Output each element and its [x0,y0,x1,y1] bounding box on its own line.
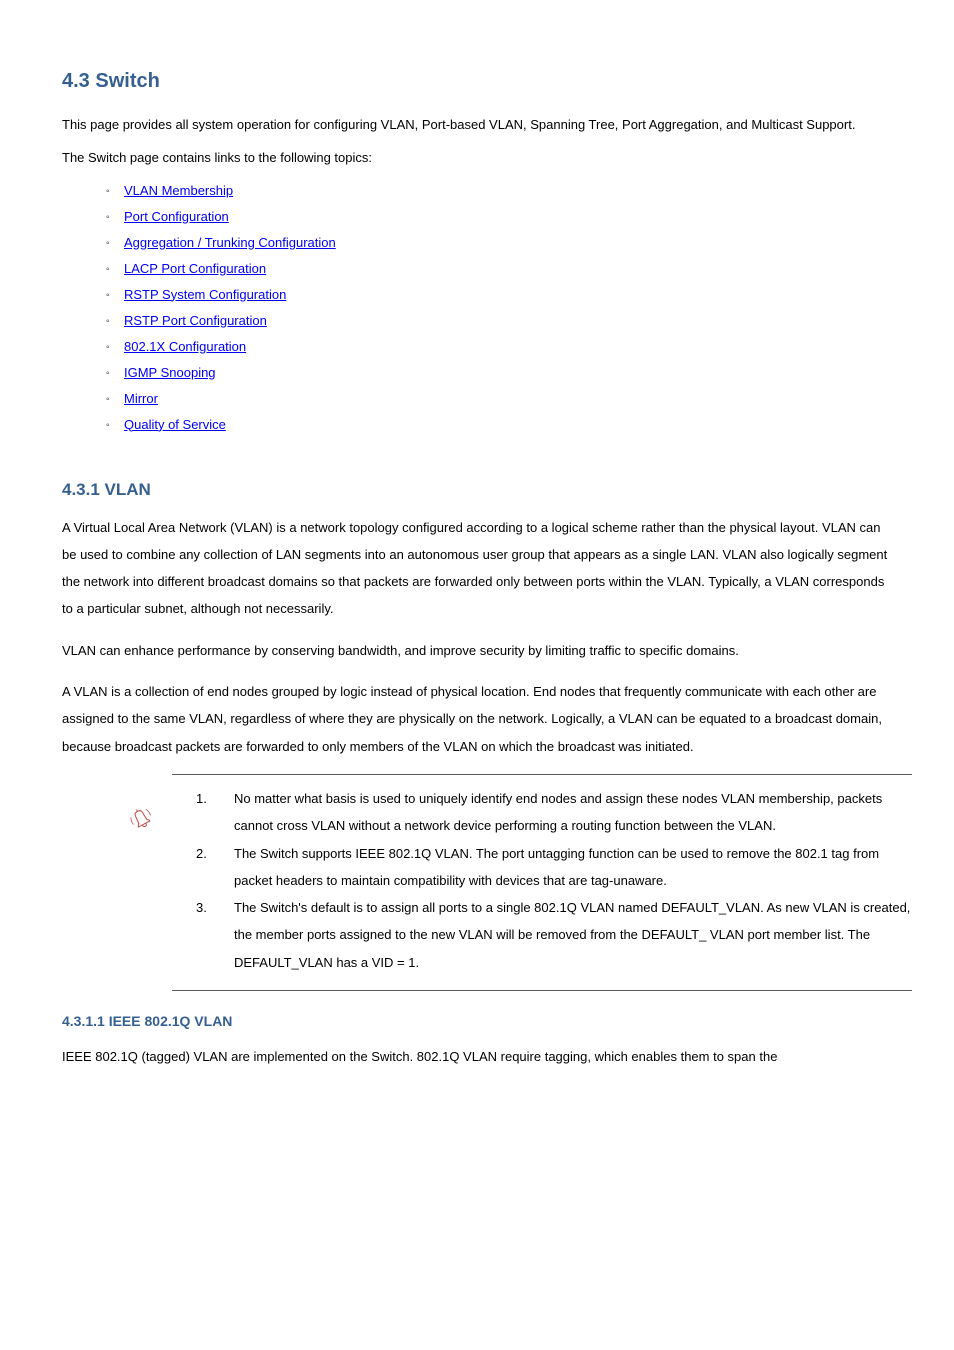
topic-link-item[interactable]: IGMP Snooping [106,360,892,386]
topic-link-list: VLAN Membership Port Configuration Aggre… [62,178,892,438]
topic-link-item[interactable]: Quality of Service [106,412,892,438]
topic-link-item[interactable]: VLAN Membership [106,178,892,204]
topic-link[interactable]: Quality of Service [124,417,226,432]
topic-link-item[interactable]: 802.1X Configuration [106,334,892,360]
topic-link-item[interactable]: LACP Port Configuration [106,256,892,282]
topic-link-item[interactable]: Port Configuration [106,204,892,230]
intro-paragraph-2: The Switch page contains links to the fo… [62,144,892,171]
topic-link-item[interactable]: RSTP System Configuration [106,282,892,308]
topic-link[interactable]: 802.1X Configuration [124,339,246,354]
section-title: 4.3 Switch [62,70,892,93]
topic-link[interactable]: RSTP Port Configuration [124,313,267,328]
note-list: No matter what basis is used to uniquely… [172,785,912,976]
topic-link-item[interactable]: RSTP Port Configuration [106,308,892,334]
topic-link[interactable]: IGMP Snooping [124,365,216,380]
vlan-paragraph-3: A VLAN is a collection of end nodes grou… [62,678,892,760]
note-bell-icon [129,807,155,833]
topic-link[interactable]: Port Configuration [124,209,229,224]
note-item: The Switch's default is to assign all po… [190,894,912,976]
topic-link-item[interactable]: Aggregation / Trunking Configuration [106,230,892,256]
intro-paragraph-1: This page provides all system operation … [62,111,892,138]
topic-link[interactable]: VLAN Membership [124,183,233,198]
topic-link[interactable]: Aggregation / Trunking Configuration [124,235,336,250]
topic-link[interactable]: LACP Port Configuration [124,261,266,276]
vlan-heading: 4.3.1 VLAN [62,480,892,500]
ieee-heading: 4.3.1.1 IEEE 802.1Q VLAN [62,1013,892,1029]
vlan-paragraph-1: A Virtual Local Area Network (VLAN) is a… [62,514,892,623]
note-icon-column [112,785,172,976]
note-block: No matter what basis is used to uniquely… [172,774,912,991]
topic-link[interactable]: RSTP System Configuration [124,287,286,302]
vlan-paragraph-2: VLAN can enhance performance by conservi… [62,637,892,664]
note-item: The Switch supports IEEE 802.1Q VLAN. Th… [190,840,912,895]
topic-link-item[interactable]: Mirror [106,386,892,412]
topic-link[interactable]: Mirror [124,391,158,406]
note-item: No matter what basis is used to uniquely… [190,785,912,840]
ieee-paragraph-1: IEEE 802.1Q (tagged) VLAN are implemente… [62,1043,892,1070]
